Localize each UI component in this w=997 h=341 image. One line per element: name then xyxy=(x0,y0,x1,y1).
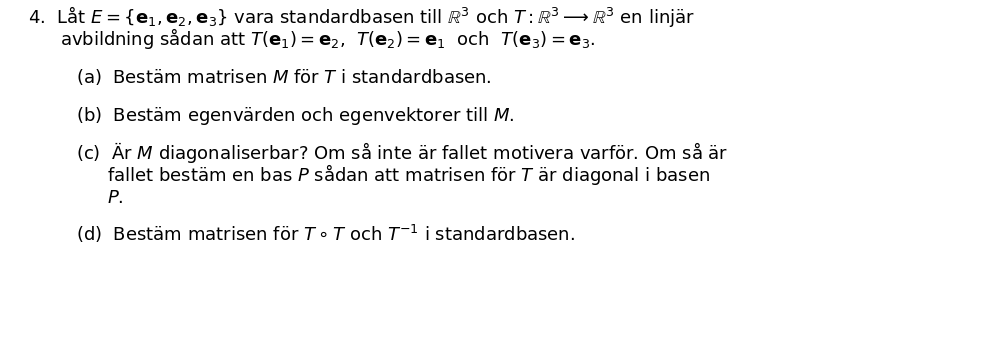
Text: (a)  Bestäm matrisen $M$ för $T$ i standardbasen.: (a) Bestäm matrisen $M$ för $T$ i standa… xyxy=(76,67,492,87)
Text: (c)  Är $M$ diagonaliserbar? Om så inte är fallet motivera varför. Om så är: (c) Är $M$ diagonaliserbar? Om så inte ä… xyxy=(76,140,728,165)
Text: 4.  Låt $E = \{\mathbf{e}_1, \mathbf{e}_2, \mathbf{e}_3\}$ vara standardbasen ti: 4. Låt $E = \{\mathbf{e}_1, \mathbf{e}_2… xyxy=(28,4,695,29)
Text: fallet bestäm en bas $P$ sådan att matrisen för $T$ är diagonal i basen: fallet bestäm en bas $P$ sådan att matri… xyxy=(107,162,710,187)
Text: $P$.: $P$. xyxy=(107,189,124,207)
Text: (b)  Bestäm egenvärden och egenvektorer till $M$.: (b) Bestäm egenvärden och egenvektorer t… xyxy=(76,105,514,127)
Text: (d)  Bestäm matrisen för $T \circ T$ och $T^{-1}$ i standardbasen.: (d) Bestäm matrisen för $T \circ T$ och … xyxy=(76,223,575,245)
Text: avbildning sådan att $T(\mathbf{e}_1) = \mathbf{e}_2$,  $T(\mathbf{e}_2) = \math: avbildning sådan att $T(\mathbf{e}_1) = … xyxy=(60,26,595,51)
